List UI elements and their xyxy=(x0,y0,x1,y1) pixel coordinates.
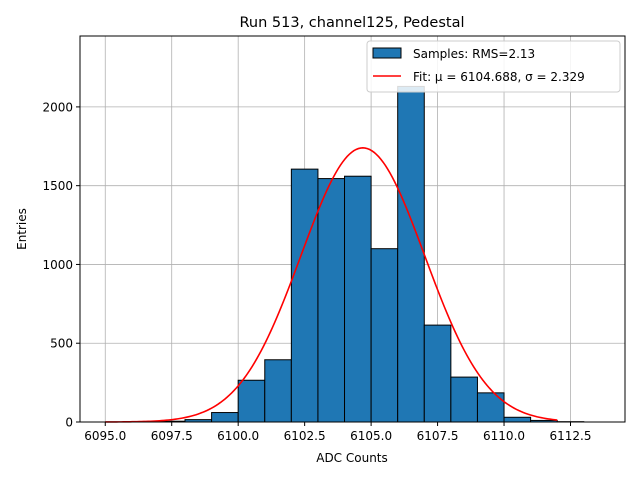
legend-swatch-samples xyxy=(372,47,402,59)
histogram-bar-5 xyxy=(290,168,319,423)
histogram-bar-12 xyxy=(476,392,505,423)
histogram-bar-4 xyxy=(264,359,292,423)
x-tick-label-2: 6100.0 xyxy=(217,429,259,443)
y-tick-label-1: 500 xyxy=(50,337,73,351)
legend-label-fit: Fit: μ = 6104.688, σ = 2.329 xyxy=(413,70,585,84)
fit-curve xyxy=(105,147,558,423)
y-axis-ticks: 0 500 1000 1500 2000 xyxy=(42,100,80,430)
histogram-bars xyxy=(157,85,585,423)
y-tick-label-3: 1500 xyxy=(42,179,73,193)
histogram-bar-10 xyxy=(423,324,452,423)
y-tick-label-2: 1000 xyxy=(42,258,73,272)
histogram-bar-13 xyxy=(503,416,532,423)
plot-frame xyxy=(79,35,626,423)
y-tick-label-4: 2000 xyxy=(42,100,73,114)
histogram-bar-9 xyxy=(397,85,425,423)
x-tick-label-1: 6097.5 xyxy=(151,429,193,443)
x-tick-label-0: 6095.0 xyxy=(84,429,126,443)
histogram-bar-3 xyxy=(237,379,266,423)
x-tick-label-4: 6105.0 xyxy=(350,429,392,443)
legend: Samples: RMS=2.13 Fit: μ = 6104.688, σ =… xyxy=(366,40,621,93)
histogram-bar-7 xyxy=(344,175,372,423)
x-tick-label-5: 6107.5 xyxy=(417,429,459,443)
histogram-bar-11 xyxy=(450,376,478,423)
fit-curve-layer xyxy=(105,147,558,423)
y-axis-label: Entries xyxy=(15,208,29,250)
y-tick-label-0: 0 xyxy=(65,416,73,430)
x-tick-label-7: 6112.5 xyxy=(550,429,592,443)
x-tick-label-3: 6102.5 xyxy=(284,429,326,443)
x-axis-ticks: 6095.0 6097.5 6100.0 6102.5 6105.0 6107.5 6110… xyxy=(84,422,592,443)
legend-box xyxy=(366,40,621,93)
histogram-bar-6 xyxy=(317,178,346,423)
histogram-bar-2 xyxy=(211,412,239,423)
legend-label-samples: Samples: RMS=2.13 xyxy=(413,47,535,61)
chart-title: Run 513, channel125, Pedestal xyxy=(239,15,464,31)
x-axis-label: ADC Counts xyxy=(316,451,388,465)
histogram-bar-8 xyxy=(370,248,399,423)
x-tick-label-6: 6110.0 xyxy=(483,429,525,443)
